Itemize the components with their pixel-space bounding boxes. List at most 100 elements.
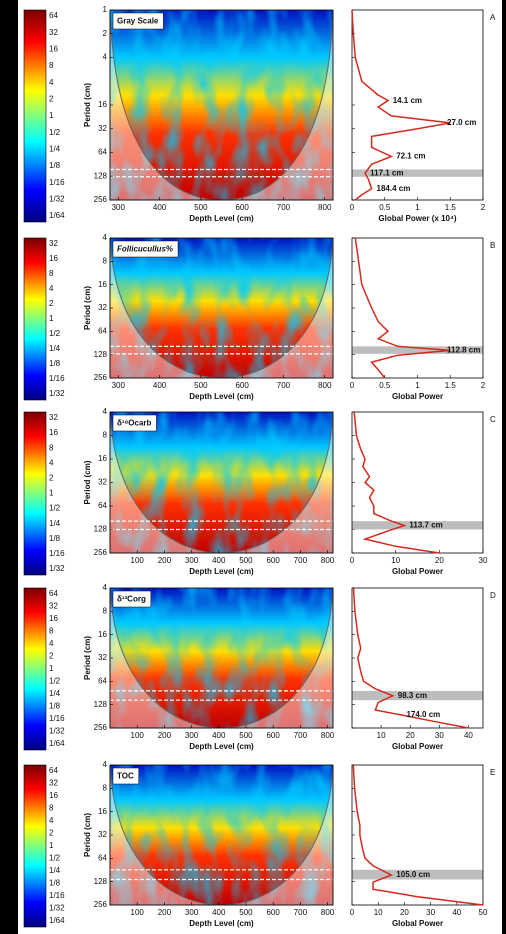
x-axis-label: Depth Level (cm)	[189, 742, 254, 751]
power-frame	[351, 764, 484, 906]
panel-title: Follicucullus%	[117, 245, 173, 254]
peak-label: 117.1 cm	[370, 168, 403, 177]
colorbar-label: 64	[49, 766, 58, 775]
y-tick-label: 128	[94, 171, 108, 180]
colorbar-label: 1/8	[49, 359, 61, 368]
peak-band	[352, 869, 483, 880]
x-tick-label: 400	[212, 556, 226, 565]
x-tick-label: 200	[158, 556, 172, 565]
power-x-tick-label: 1.5	[445, 381, 457, 390]
y-tick-label: 4	[103, 407, 108, 416]
peak-label: 14.1 cm	[393, 96, 422, 105]
colorbar-label: 16	[49, 44, 58, 53]
global-power-line	[354, 237, 451, 379]
y-tick-label: 16	[98, 807, 107, 816]
x-tick-label: 400	[212, 731, 226, 740]
colorbar-label: 1/32	[49, 727, 65, 736]
x-tick-label: 700	[294, 556, 308, 565]
panel-title: δ¹⁸Ocarb	[117, 419, 152, 428]
y-axis-label: Period (cm)	[83, 460, 92, 504]
panel-letter: E	[490, 768, 495, 777]
x-tick-label: 300	[185, 908, 199, 917]
y-tick-label: 128	[94, 525, 108, 534]
y-axis-label: Period (cm)	[83, 286, 92, 330]
x-tick-label: 800	[321, 731, 335, 740]
colorbar-label: 16	[49, 791, 58, 800]
y-tick-label: 4	[103, 233, 108, 242]
wavelet-texture	[110, 10, 333, 200]
power-x-tick-label: 50	[479, 908, 488, 917]
power-x-tick-label: 30	[479, 556, 488, 565]
power-x-axis-label: Global Power (x 10⁴)	[378, 214, 457, 223]
y-tick-label: 256	[94, 548, 108, 557]
x-tick-label: 200	[158, 731, 172, 740]
colorbar-label: 1/16	[49, 178, 65, 187]
colorbar-label: 1	[49, 489, 54, 498]
y-tick-label: 16	[98, 280, 107, 289]
colorbar-label: 1	[49, 664, 54, 673]
colorbar-label: 1/64	[49, 739, 65, 748]
wavelet-texture	[110, 588, 333, 728]
colorbar-label: 16	[49, 428, 58, 437]
colorbar-label: 1/2	[49, 329, 61, 338]
colorbar-label: 1/4	[49, 344, 61, 353]
colorbar-label: 1/8	[49, 702, 61, 711]
y-tick-label: 256	[94, 900, 108, 909]
power-x-tick-label: 30	[435, 731, 444, 740]
y-tick-label: 16	[98, 100, 107, 109]
global-power-line	[352, 764, 484, 906]
panel-letter: B	[490, 241, 495, 250]
power-x-tick-label: 0	[350, 381, 355, 390]
peak-band	[352, 690, 483, 701]
colorbar	[23, 764, 47, 928]
power-frame	[351, 411, 484, 554]
global-power-line	[351, 9, 451, 201]
power-frame	[351, 587, 484, 729]
title-box	[112, 240, 179, 258]
x-tick-label: 600	[266, 556, 280, 565]
x-tick-label: 600	[235, 381, 249, 390]
y-axis-label: Period (cm)	[83, 813, 92, 857]
colorbar-label: 1/4	[49, 144, 61, 153]
y-axis-label: Period (cm)	[83, 636, 92, 680]
peak-label: 27.0 cm	[447, 118, 476, 127]
power-x-tick-label: 0	[350, 908, 355, 917]
peak-band	[352, 521, 483, 530]
power-x-tick-label: 40	[464, 731, 473, 740]
colorbar-label: 64	[49, 589, 58, 598]
power-x-tick-label: 1	[415, 203, 420, 212]
y-tick-label: 256	[94, 373, 108, 382]
colorbar-label: 32	[49, 779, 58, 788]
x-tick-label: 300	[112, 381, 126, 390]
power-x-tick-label: 1.5	[445, 203, 457, 212]
colorbar-label: 1/16	[49, 374, 65, 383]
x-tick-label: 700	[277, 203, 291, 212]
colorbar-label: 1/2	[49, 128, 61, 137]
x-tick-label: 500	[239, 556, 253, 565]
y-tick-label: 32	[98, 653, 107, 662]
y-tick-label: 8	[103, 606, 108, 615]
y-tick-label: 16	[98, 454, 107, 463]
panel-title: δ¹³Corg	[117, 595, 146, 604]
power-x-tick-label: 20	[400, 908, 409, 917]
x-axis-label: Depth Level (cm)	[189, 919, 254, 928]
colorbar-label: 32	[49, 239, 58, 248]
colorbar-label: 1/16	[49, 714, 65, 723]
x-tick-label: 700	[277, 381, 291, 390]
y-tick-label: 32	[98, 478, 107, 487]
x-axis-label: Depth Level (cm)	[189, 214, 254, 223]
colorbar-label: 1/32	[49, 564, 65, 573]
y-tick-label: 32	[98, 124, 107, 133]
power-x-axis-label: Global Power	[392, 742, 443, 751]
y-tick-label: 32	[98, 830, 107, 839]
x-tick-label: 800	[318, 203, 332, 212]
x-tick-label: 100	[131, 731, 145, 740]
colorbar-label: 16	[49, 614, 58, 623]
global-power-line	[352, 587, 469, 729]
x-tick-label: 300	[185, 556, 199, 565]
power-x-tick-label: 10	[377, 731, 386, 740]
colorbar-label: 1/8	[49, 879, 61, 888]
colorbar-label: 2	[49, 652, 54, 661]
